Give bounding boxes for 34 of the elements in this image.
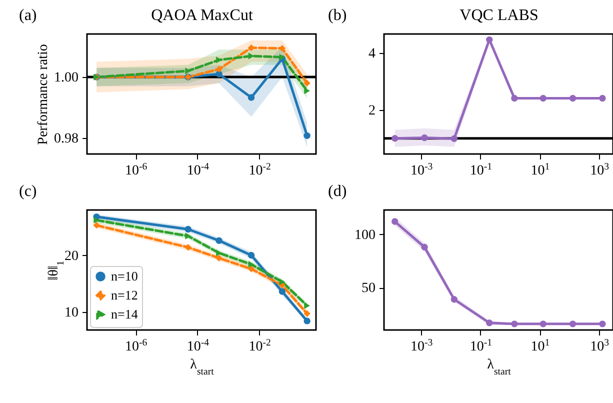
x-tick-label: 10$^{-1}$ bbox=[470, 337, 492, 354]
x-axis-title: λ$_{start}$ bbox=[190, 358, 214, 377]
x-tick-label: 10$^{-6}$ bbox=[124, 161, 148, 178]
y-tick-label: 2 bbox=[368, 103, 376, 118]
y-tick-label: 1.00 bbox=[54, 70, 78, 86]
x-tick-label: 10$^{-3}$ bbox=[410, 337, 433, 354]
y-axis-title: Performance ratio bbox=[36, 44, 51, 145]
text: (b) bbox=[328, 7, 347, 24]
x-tick-label: 10$^{-6}$ bbox=[124, 337, 148, 354]
x-axis-title: λ$_{start}$ bbox=[487, 358, 512, 377]
y-tick-label: 10 bbox=[64, 305, 78, 320]
x-tick-label: 10$^{-2}$ bbox=[248, 161, 271, 178]
legend-label: n=12 bbox=[111, 288, 138, 302]
x-tick-label: 10$^{-4}$ bbox=[186, 337, 210, 354]
y-tick-label: 0.98 bbox=[54, 132, 78, 147]
y-tick-label: 100 bbox=[354, 228, 376, 243]
x-tick-label: 10$^{-1}$ bbox=[470, 161, 492, 178]
legend-label: n=14 bbox=[111, 306, 138, 322]
chart-title: VQC LABS bbox=[460, 7, 538, 24]
y-tick-label: 4 bbox=[368, 46, 376, 62]
text: (d) bbox=[328, 183, 347, 200]
y-tick-label: 50 bbox=[362, 281, 376, 296]
text: (a) bbox=[19, 7, 37, 24]
text: (c) bbox=[19, 183, 37, 200]
x-tick-label: 10$^{-3}$ bbox=[410, 161, 433, 178]
x-tick-label: 10$^{3}$ bbox=[590, 161, 610, 178]
x-tick-label: 10$^{-4}$ bbox=[186, 161, 210, 178]
x-tick-label: 10$^{1}$ bbox=[530, 337, 550, 354]
legend-label: n=10 bbox=[111, 268, 138, 284]
chart-title: QAOA MaxCut bbox=[151, 7, 254, 24]
y-tick-label: 20 bbox=[64, 248, 78, 264]
x-tick-label: 10$^{-2}$ bbox=[248, 337, 271, 354]
x-tick-label: 10$^{3}$ bbox=[590, 337, 610, 354]
x-tick-label: 10$^{1}$ bbox=[530, 161, 550, 178]
